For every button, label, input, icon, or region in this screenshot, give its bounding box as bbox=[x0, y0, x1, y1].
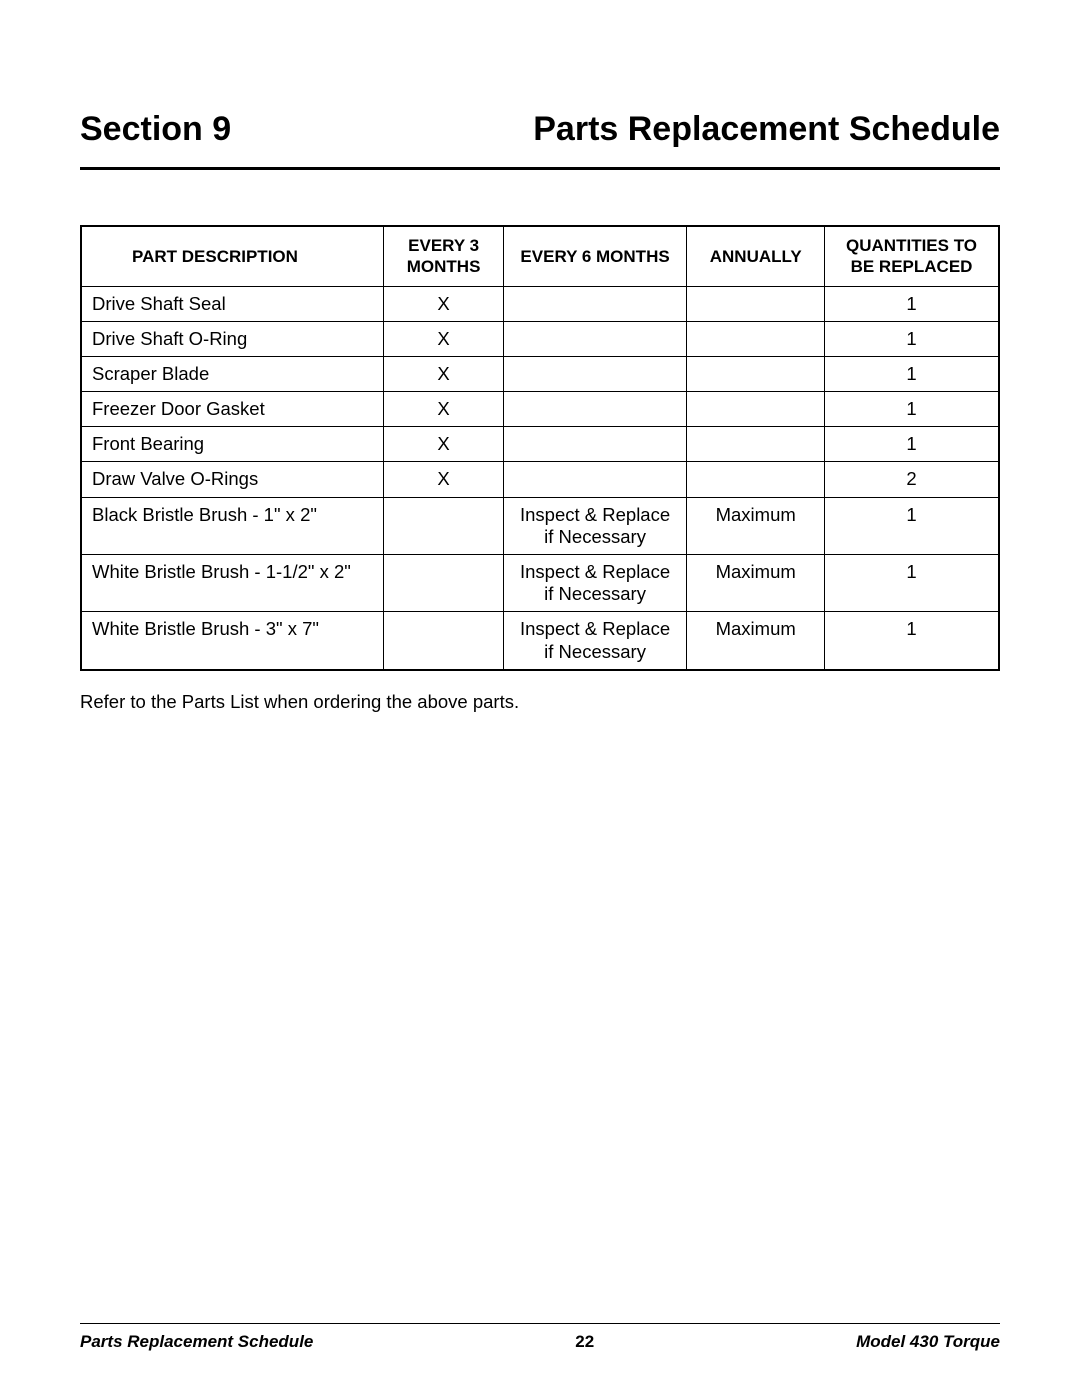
col-header-every3: EVERY 3 MONTHS bbox=[384, 226, 503, 286]
cell-every3: X bbox=[384, 356, 503, 391]
cell-description: Scraper Blade bbox=[81, 356, 384, 391]
section-label: Section 9 bbox=[80, 110, 231, 149]
col-header-description: PART DESCRIPTION bbox=[81, 226, 384, 286]
page: Section 9 Parts Replacement Schedule PAR… bbox=[0, 0, 1080, 1397]
footer-right: Model 430 Torque bbox=[856, 1332, 1000, 1352]
cell-every6 bbox=[503, 286, 687, 321]
cell-description: Black Bristle Brush - 1" x 2" bbox=[81, 497, 384, 554]
table-header-row: PART DESCRIPTION EVERY 3 MONTHS EVERY 6 … bbox=[81, 226, 999, 286]
table-row: Front BearingX 1 bbox=[81, 427, 999, 462]
cell-qty: 2 bbox=[825, 462, 999, 497]
cell-every6: Inspect & Replace if Necessary bbox=[503, 555, 687, 612]
page-footer: Parts Replacement Schedule 22 Model 430 … bbox=[80, 1323, 1000, 1352]
cell-every6 bbox=[503, 427, 687, 462]
cell-every6 bbox=[503, 321, 687, 356]
cell-every3: X bbox=[384, 392, 503, 427]
cell-description: White Bristle Brush - 3" x 7" bbox=[81, 612, 384, 670]
table-row: Drive Shaft O-RingX 1 bbox=[81, 321, 999, 356]
cell-annually: Maximum bbox=[687, 555, 825, 612]
cell-annually bbox=[687, 286, 825, 321]
cell-every3 bbox=[384, 555, 503, 612]
cell-every6 bbox=[503, 392, 687, 427]
cell-qty: 1 bbox=[825, 286, 999, 321]
cell-description: Freezer Door Gasket bbox=[81, 392, 384, 427]
cell-annually: Maximum bbox=[687, 497, 825, 554]
cell-every3 bbox=[384, 612, 503, 670]
cell-description: White Bristle Brush - 1-1/2" x 2" bbox=[81, 555, 384, 612]
cell-description: Drive Shaft Seal bbox=[81, 286, 384, 321]
cell-qty: 1 bbox=[825, 321, 999, 356]
table-row: Freezer Door GasketX 1 bbox=[81, 392, 999, 427]
footer-left: Parts Replacement Schedule bbox=[80, 1332, 313, 1352]
cell-every6 bbox=[503, 356, 687, 391]
cell-every6: Inspect & Replace if Necessary bbox=[503, 612, 687, 670]
cell-every3: X bbox=[384, 321, 503, 356]
cell-every3: X bbox=[384, 427, 503, 462]
table-row: Draw Valve O-RingsX 2 bbox=[81, 462, 999, 497]
cell-qty: 1 bbox=[825, 555, 999, 612]
schedule-table: PART DESCRIPTION EVERY 3 MONTHS EVERY 6 … bbox=[80, 225, 1000, 671]
cell-annually: Maximum bbox=[687, 612, 825, 670]
cell-qty: 1 bbox=[825, 356, 999, 391]
col-header-every6: EVERY 6 MONTHS bbox=[503, 226, 687, 286]
cell-every3 bbox=[384, 497, 503, 554]
table-row: Drive Shaft SealX 1 bbox=[81, 286, 999, 321]
cell-annually bbox=[687, 462, 825, 497]
table-row: White Bristle Brush - 3" x 7" Inspect & R… bbox=[81, 612, 999, 670]
cell-every3: X bbox=[384, 286, 503, 321]
cell-annually bbox=[687, 427, 825, 462]
note-text: Refer to the Parts List when ordering th… bbox=[80, 691, 1000, 713]
page-header: Section 9 Parts Replacement Schedule bbox=[80, 110, 1000, 170]
cell-qty: 1 bbox=[825, 427, 999, 462]
cell-qty: 1 bbox=[825, 612, 999, 670]
cell-description: Draw Valve O-Rings bbox=[81, 462, 384, 497]
footer-page-number: 22 bbox=[575, 1332, 594, 1352]
table-head: PART DESCRIPTION EVERY 3 MONTHS EVERY 6 … bbox=[81, 226, 999, 286]
cell-qty: 1 bbox=[825, 497, 999, 554]
cell-annually bbox=[687, 392, 825, 427]
table-row: Black Bristle Brush - 1" x 2" Inspect & R… bbox=[81, 497, 999, 554]
cell-description: Front Bearing bbox=[81, 427, 384, 462]
section-title: Parts Replacement Schedule bbox=[533, 110, 1000, 149]
table-body: Drive Shaft SealX1Drive Shaft O-RingX1Sc… bbox=[81, 286, 999, 670]
cell-annually bbox=[687, 321, 825, 356]
col-header-qty: QUANTITIES TO BE REPLACED bbox=[825, 226, 999, 286]
cell-every6 bbox=[503, 462, 687, 497]
table-row: Scraper BladeX 1 bbox=[81, 356, 999, 391]
cell-qty: 1 bbox=[825, 392, 999, 427]
cell-annually bbox=[687, 356, 825, 391]
col-header-annually: ANNUALLY bbox=[687, 226, 825, 286]
cell-every3: X bbox=[384, 462, 503, 497]
cell-every6: Inspect & Replace if Necessary bbox=[503, 497, 687, 554]
table-row: White Bristle Brush - 1-1/2" x 2" Inspect… bbox=[81, 555, 999, 612]
cell-description: Drive Shaft O-Ring bbox=[81, 321, 384, 356]
